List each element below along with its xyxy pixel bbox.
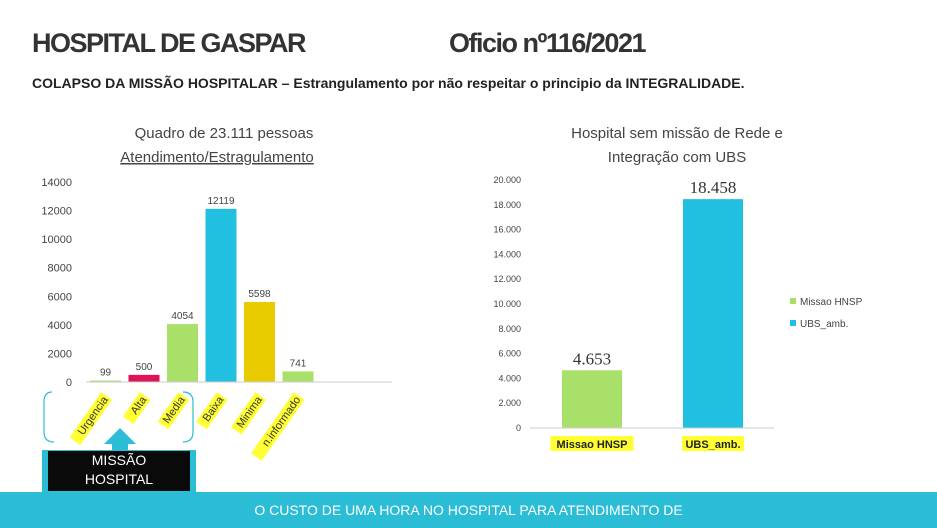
- chart1-data-label: 12119: [207, 196, 235, 207]
- chart1-category-highlight: [196, 392, 228, 430]
- chart2-ytick-label: 14.000: [493, 249, 521, 259]
- chart1-bar: [167, 324, 198, 382]
- chart1-title-line2: Atendimento/Estragulamento: [120, 149, 313, 166]
- chart1-data-label: 99: [100, 368, 112, 379]
- chart1-ytick-label: 6000: [48, 291, 72, 303]
- page-title: HOSPITAL DE GASPAR: [32, 28, 307, 58]
- chart2-title-line2: Integração com UBS: [608, 149, 746, 166]
- chart1-data-label: 741: [290, 358, 307, 369]
- chart2-ytick-label: 20.000: [493, 175, 521, 185]
- chart1-bar: [205, 208, 237, 382]
- legend-label-ubs: UBS_amb.: [800, 319, 848, 330]
- page-subtitle: COLAPSO DA MISSÃO HOSPITALAR – Estrangul…: [32, 75, 745, 91]
- chart1-category-highlight: [122, 392, 151, 424]
- legend-swatch-missao: [790, 298, 796, 304]
- chart2-data-label: 4.653: [573, 349, 611, 368]
- chart2-ytick-label: 18.000: [493, 200, 521, 210]
- bracket-shape: [43, 391, 194, 443]
- chart2-ytick-label: 8.000: [498, 324, 521, 334]
- chart1-ytick-label: 0: [66, 377, 72, 389]
- chart1-data-label: 500: [136, 362, 153, 373]
- chart2-ytick-label: 6.000: [498, 349, 521, 359]
- chart1-ytick-label: 10000: [41, 234, 72, 246]
- missao-label-line2: HOSPITAL: [84, 471, 154, 487]
- chart1-ytick-label: 8000: [48, 263, 72, 275]
- chart2-ytick-label: 0: [516, 423, 521, 433]
- chart1-category-highlight: [230, 392, 266, 435]
- chart2-category-label: UBS_amb.: [685, 439, 740, 451]
- chart2-title-line1: Hospital sem missão de Rede e: [571, 125, 783, 142]
- oficio-number: Oficio nº116/2021: [449, 28, 646, 58]
- chart1-data-label: 4054: [171, 311, 194, 322]
- chart1-ytick-label: 12000: [41, 206, 72, 218]
- chart2-category-highlight: [682, 436, 744, 451]
- chart1-ytick-label: 14000: [41, 177, 72, 189]
- chart1-category-highlight: [157, 392, 189, 430]
- chart2-bar: [562, 370, 622, 428]
- chart1-data-label: 5598: [248, 289, 271, 300]
- chart1-title-line1: Quadro de 23.111 pessoas: [135, 125, 314, 142]
- missao-label-line1: MISSÃO: [91, 452, 147, 468]
- chart2-category-highlight: [550, 436, 634, 451]
- chart1-category-highlight: [251, 392, 305, 461]
- chart1-bar: [90, 380, 121, 382]
- chart2-ytick-label: 10.000: [493, 299, 521, 309]
- footer-banner: [0, 492, 937, 528]
- missao-label: MISSÃO HOSPITAL: [48, 451, 190, 491]
- chart2-ytick-label: 2.000: [498, 398, 521, 408]
- footer-banner-text: O CUSTO DE UMA HORA NO HOSPITAL PARA ATE…: [254, 502, 683, 518]
- chart2-legend: Missao HNSP UBS_amb.: [790, 297, 863, 330]
- chart1-bar: [128, 374, 160, 382]
- chart1-category-highlight: [69, 392, 112, 445]
- legend-label-missao: Missao HNSP: [800, 297, 863, 308]
- arrow-up-icon: [104, 428, 136, 450]
- chart1-bar: [244, 302, 275, 382]
- chart1-ytick-label: 4000: [48, 320, 72, 332]
- chart1-ytick-label: 2000: [48, 348, 72, 360]
- chart2-ytick-label: 4.000: [498, 373, 521, 383]
- chart2-data-label: 18.458: [690, 178, 737, 197]
- chart2-ytick-label: 16.000: [493, 225, 521, 235]
- chart2-bar: [683, 199, 743, 428]
- chart2-ytick-label: 12.000: [493, 274, 521, 284]
- legend-swatch-ubs: [790, 320, 796, 326]
- chart1-bar: [282, 371, 314, 382]
- chart2-category-label: Missao HNSP: [557, 439, 628, 451]
